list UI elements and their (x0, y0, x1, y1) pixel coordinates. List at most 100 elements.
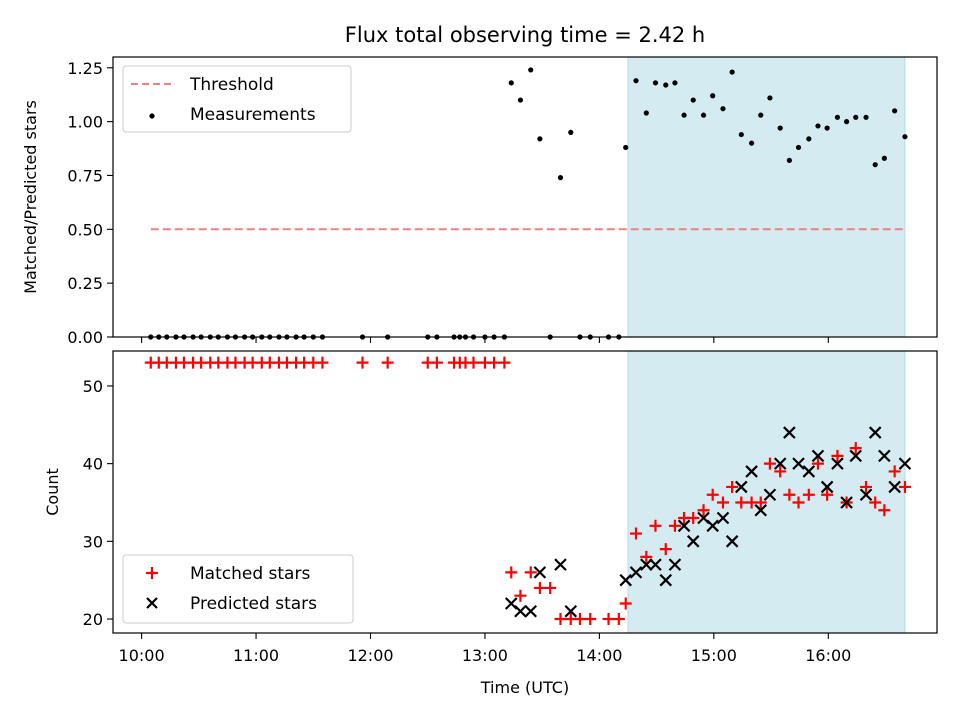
matched-stars-point (659, 543, 672, 556)
x-tick-label: 14:00 (576, 646, 622, 665)
measurements-point (749, 140, 755, 146)
measurements-legend-swatch (149, 113, 155, 119)
measurements-point (643, 110, 649, 116)
matched-stars-point (706, 488, 719, 501)
matched-stars-point (726, 480, 739, 493)
predicted-stars-point (706, 519, 719, 533)
matched-stars-point (774, 465, 787, 478)
measurements-point (690, 97, 696, 103)
measurements-point (663, 82, 669, 88)
matched-stars-point (716, 496, 729, 509)
predicted-stars-point (514, 604, 527, 618)
predicted-stars-point (735, 480, 748, 494)
matched-stars-point (697, 504, 710, 517)
matched-stars-point (602, 613, 615, 626)
y-tick-label: 40 (83, 455, 103, 474)
matched-stars-point (878, 504, 891, 517)
measurements-point (710, 93, 716, 99)
predicted-stars-point (619, 573, 632, 587)
matched-stars-point (505, 566, 518, 579)
measurements-point (508, 80, 514, 86)
measurements-point (767, 95, 773, 101)
predicted-stars-point (802, 465, 816, 478)
ratio-y-axis-label: Matched/Predicted stars (21, 100, 40, 294)
measurements-point (517, 97, 524, 103)
y-tick-label: 0.00 (67, 328, 103, 347)
measurements-point (881, 155, 887, 161)
matched-stars-point (498, 356, 511, 369)
matched-stars-point (792, 496, 805, 509)
matched-stars-point (735, 496, 748, 509)
measurements-point (824, 125, 830, 131)
measurements-point (738, 131, 744, 138)
matched-stars-point (869, 496, 882, 509)
predicted-stars-point (640, 558, 653, 571)
measurements-point (853, 114, 859, 120)
matched-stars-point (544, 581, 557, 594)
measurements-point (537, 136, 543, 142)
predicted-stars-point (783, 426, 796, 439)
x-tick-label: 16:00 (805, 646, 851, 665)
x-tick-label: 10:00 (119, 646, 165, 665)
matched-stars-point (783, 488, 796, 501)
y-tick-label: 30 (83, 532, 103, 551)
ratio-y-ticks: 0.00 0.25 0.50 0.75 1.00 1.25 (67, 59, 113, 347)
matched-stars-point (640, 550, 653, 563)
x-tick-label: 15:00 (691, 646, 737, 665)
counts-y-axis-label: Count (43, 468, 62, 516)
measurements-point (568, 129, 574, 135)
y-tick-label: 50 (83, 377, 103, 396)
matched-stars-point (763, 457, 776, 470)
measurements-point (700, 112, 707, 118)
y-tick-label: 20 (83, 610, 103, 629)
matched-stars-point (831, 449, 844, 462)
predicted-stars-point (773, 457, 787, 470)
predicted-stars-point (878, 449, 891, 463)
predicted-stars-point (763, 488, 777, 501)
matched-stars-point (467, 356, 480, 369)
matched-stars-point (821, 488, 834, 501)
measurements-point (786, 157, 792, 163)
predicted-stars-point (533, 566, 547, 579)
y-tick-label: 0.25 (67, 274, 103, 293)
matched-stars-point (811, 457, 824, 470)
predicted-stars-legend-label: Predicted stars (190, 594, 317, 614)
predicted-stars-point (811, 449, 825, 463)
measurements-point (872, 162, 878, 168)
ratio-panel: 0.00 0.25 0.50 0.75 1.00 1.25 Matched/Predict… (21, 56, 938, 347)
measurements-point (834, 114, 841, 120)
counts-legend: Matched stars Predicted stars (122, 554, 354, 624)
counts-marks (144, 356, 912, 626)
matched-stars-point (630, 527, 643, 540)
matched-stars-point (316, 356, 329, 369)
measurements-point (633, 78, 639, 84)
measurements-point (758, 112, 764, 118)
y-tick-label: 0.75 (67, 166, 103, 185)
predicted-stars-point (716, 511, 730, 525)
x-tick-label: 13:00 (462, 646, 508, 665)
counts-panel-frame (112, 350, 938, 634)
matched-stars-point (488, 356, 501, 369)
matched-stars-point (381, 356, 394, 369)
measurements-point (777, 125, 783, 131)
measurements-point (892, 108, 898, 114)
matched-stars-point (573, 613, 586, 626)
matched-stars-point (619, 597, 632, 610)
predicted-stars-point (868, 426, 882, 439)
predicted-stars-point (820, 480, 834, 494)
x-tick-label: 11:00 (233, 646, 279, 665)
matched-stars-point (860, 480, 873, 493)
ratio-legend-box (122, 65, 352, 133)
ratio-marks (148, 67, 908, 340)
measurements-point (729, 69, 735, 75)
measurements-point (902, 134, 908, 140)
ratio-legend: Threshold Measurements (122, 65, 352, 133)
measurements-point (557, 175, 564, 181)
matched-stars-point (554, 613, 567, 626)
measurements-point (720, 106, 726, 112)
measurements-legend-label: Measurements (190, 105, 316, 125)
predicted-stars-point (792, 457, 805, 470)
measurements-point (806, 136, 812, 142)
